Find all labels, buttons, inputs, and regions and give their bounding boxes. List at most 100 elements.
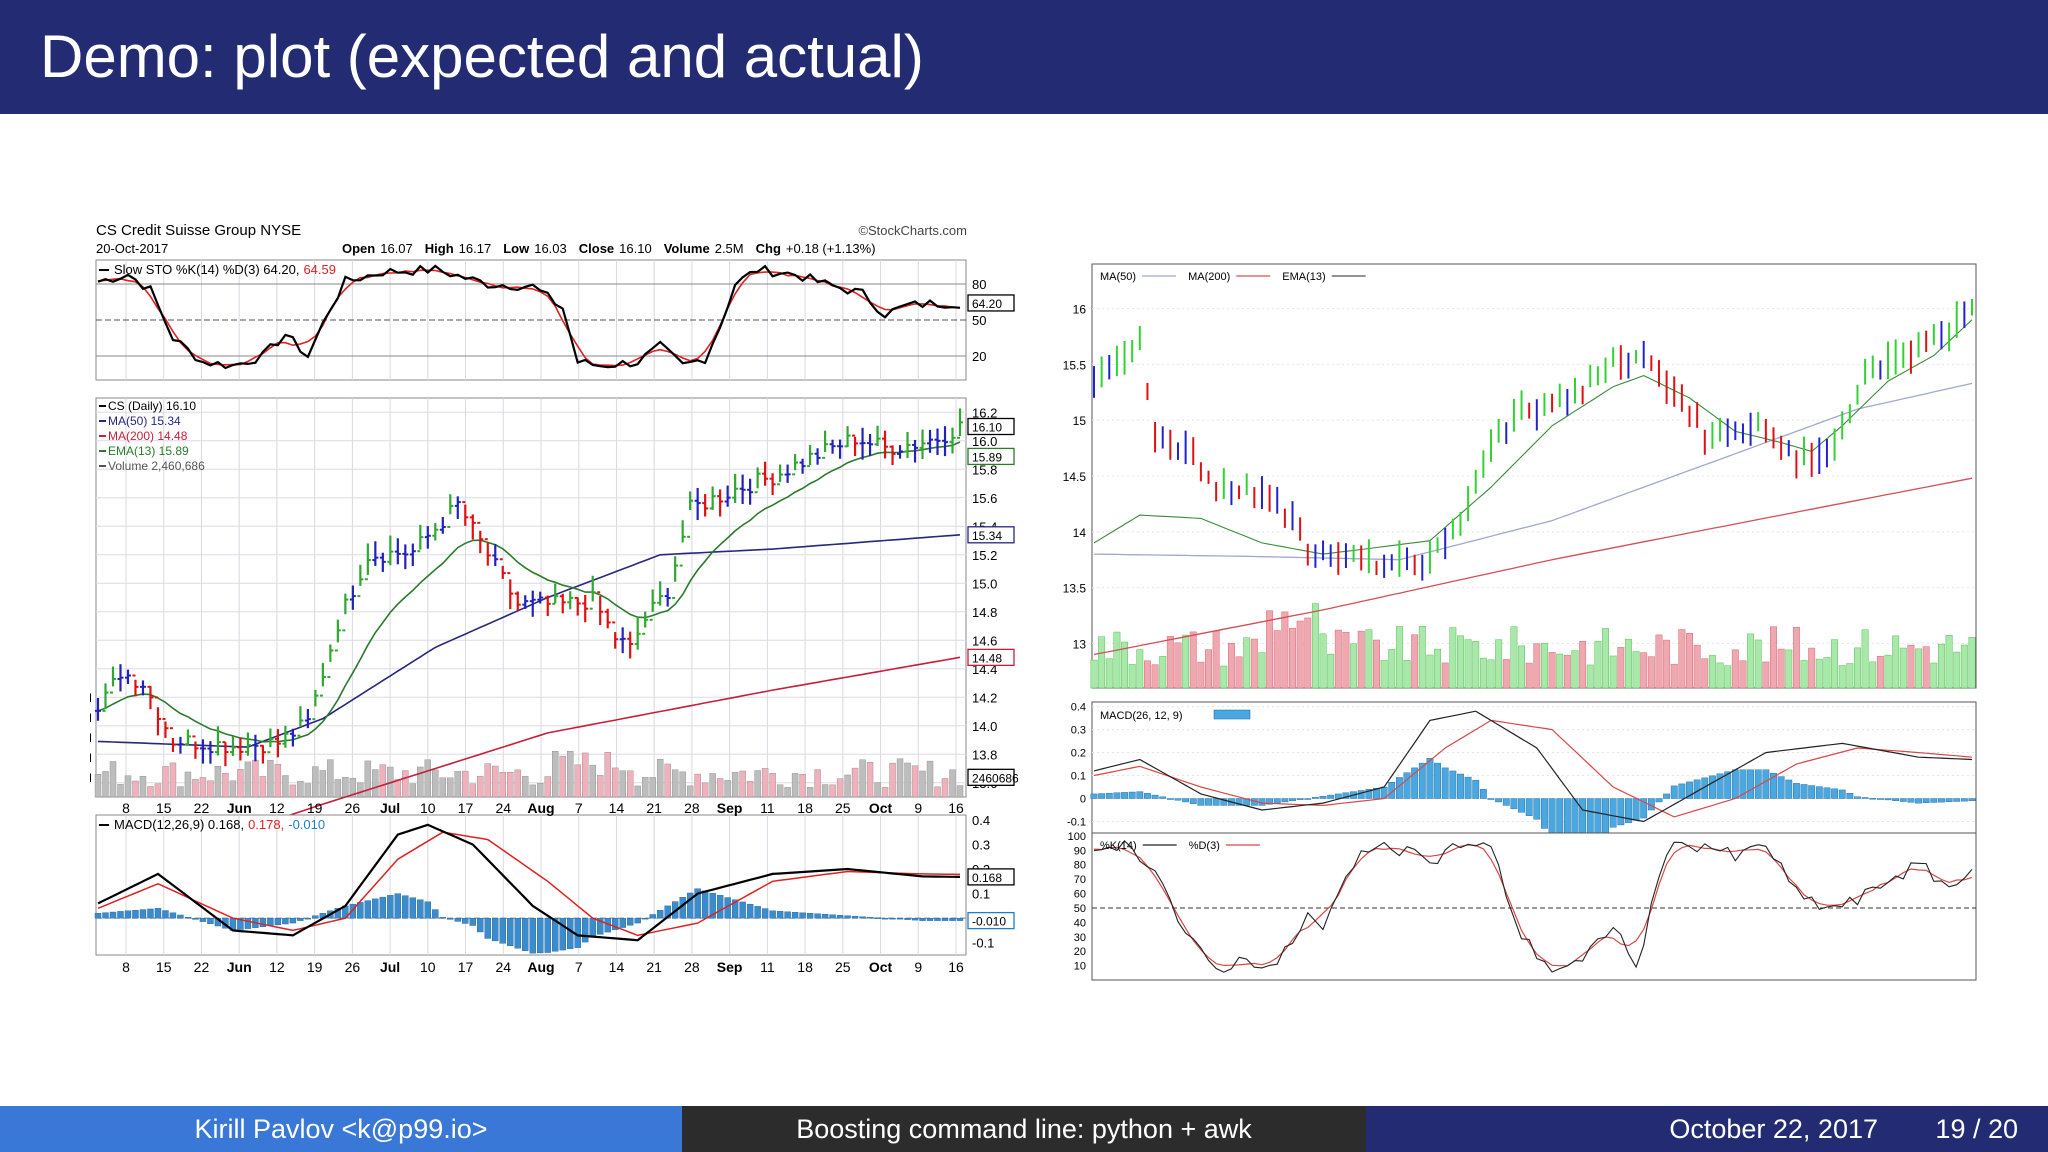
volume-bar [372, 769, 379, 798]
macd-histogram-bar [1770, 772, 1777, 799]
volume-bar [1716, 662, 1724, 689]
volume-bar [1426, 654, 1434, 689]
volume-value-badge: 2460686 [972, 771, 1019, 785]
macd-histogram-bar [1739, 769, 1747, 799]
volume-bar [724, 780, 731, 798]
volume-bar [1624, 638, 1632, 689]
macd-histogram-bar [859, 916, 866, 919]
macd-histogram-bar [866, 916, 874, 919]
volume-bar [1960, 644, 1968, 689]
macd-histogram-bar [1121, 792, 1128, 799]
macd-histogram-bar [836, 915, 844, 919]
volume-bar [1617, 647, 1625, 689]
macd-histogram-bar [1907, 798, 1915, 803]
volume-bar [1357, 630, 1365, 689]
footer-date: October 22, 2017 [1669, 1114, 1878, 1144]
volume-bar [222, 773, 229, 798]
macd-histogram-bar [1968, 798, 1976, 802]
macd-histogram-bar [1670, 785, 1678, 799]
macd-tick-label: -0.1 [972, 936, 994, 951]
macd-histogram-bar [124, 910, 132, 919]
macd-histogram-bar [432, 909, 439, 919]
volume-bar [162, 766, 169, 798]
volume-bar [656, 759, 664, 798]
volume-bar [582, 752, 589, 798]
macd-histogram-bar [934, 917, 941, 921]
volume-bar [334, 779, 342, 798]
macd-histogram-bar [492, 917, 499, 942]
stoch-k-line [1093, 839, 1973, 973]
volume-bar [806, 787, 814, 798]
volume-bar [1342, 631, 1350, 689]
volume-bar [1586, 664, 1594, 689]
volume-bar [1479, 657, 1487, 689]
macd-histogram-bar [1533, 798, 1541, 820]
volume-bar [402, 770, 409, 798]
macd-histogram-bar [1915, 798, 1922, 804]
macd-histogram-bar [1838, 789, 1846, 799]
volume-bar [836, 778, 844, 798]
macd-histogram-bar [529, 917, 536, 954]
macd-histogram-bar [716, 895, 724, 919]
macd-histogram-bar [739, 901, 746, 919]
volume-bar [739, 770, 746, 798]
macd-histogram-bar [1808, 785, 1816, 799]
volume-tick-label: 12.5M [90, 691, 92, 705]
volume-bar [701, 782, 709, 798]
macd-histogram-bar [514, 917, 521, 949]
macd-histogram-bar [949, 917, 956, 921]
price-tick-label: 14 [1073, 526, 1087, 540]
x-tick-label: 24 [495, 800, 511, 816]
volume-bar [881, 787, 889, 798]
volume-bar [364, 760, 372, 798]
volume-bar [791, 773, 799, 798]
volume-bar [1464, 639, 1472, 689]
volume-bar [1182, 634, 1190, 689]
macd-histogram-bar [1625, 798, 1632, 823]
macd-histogram-bar [941, 917, 949, 921]
volume-bar [874, 782, 881, 798]
volume-bar [1708, 655, 1716, 689]
macd-histogram-bar [582, 917, 589, 943]
volume-bar [424, 759, 432, 798]
macd-histogram-bar [552, 917, 559, 952]
volume-bar [1113, 631, 1121, 689]
macd-histogram-bar [544, 917, 551, 953]
volume-bar [297, 781, 304, 798]
volume-bar [507, 772, 514, 798]
volume-bar [1915, 648, 1923, 689]
ma200-value-badge: 14.48 [972, 651, 1002, 665]
volume-bar [821, 784, 829, 798]
macd-histogram-bar [1854, 796, 1861, 799]
volume-bar [634, 785, 641, 798]
volume-bar [1457, 635, 1464, 689]
volume-bar [319, 770, 327, 798]
volume-bar [889, 762, 896, 798]
volume-bar [1418, 626, 1426, 689]
macd-histogram-bar [1197, 798, 1205, 806]
quote-label-low: Low [503, 241, 530, 256]
volume-bar [1579, 640, 1587, 689]
volume-bar [1487, 659, 1495, 689]
stoch-tick-label: 60 [1074, 889, 1086, 901]
volume-bar [454, 771, 461, 798]
volume-bar [192, 779, 199, 798]
macd-histogram-bar [379, 896, 387, 919]
close-value-badge: 16.10 [972, 421, 1002, 435]
macd-histogram-bar [462, 917, 469, 924]
macd-histogram-bar [1151, 794, 1159, 799]
volume-bar [1869, 661, 1877, 689]
volume-bar [1953, 651, 1961, 689]
stoch-tick-label: 90 [1074, 845, 1086, 857]
volume-bar [1632, 651, 1640, 689]
macd-histogram-bar [1609, 798, 1617, 828]
macd-histogram-bar [1884, 798, 1892, 801]
macd-histogram-bar [1281, 798, 1289, 803]
stoch-tick-label: 70 [1074, 874, 1086, 886]
volume-bar [1846, 663, 1854, 689]
macd-histogram-bar [1640, 798, 1648, 819]
volume-bar [1876, 655, 1884, 689]
volume-bar [574, 764, 581, 798]
macd-histogram-bar [1411, 767, 1419, 799]
volume-bar [1922, 646, 1930, 689]
